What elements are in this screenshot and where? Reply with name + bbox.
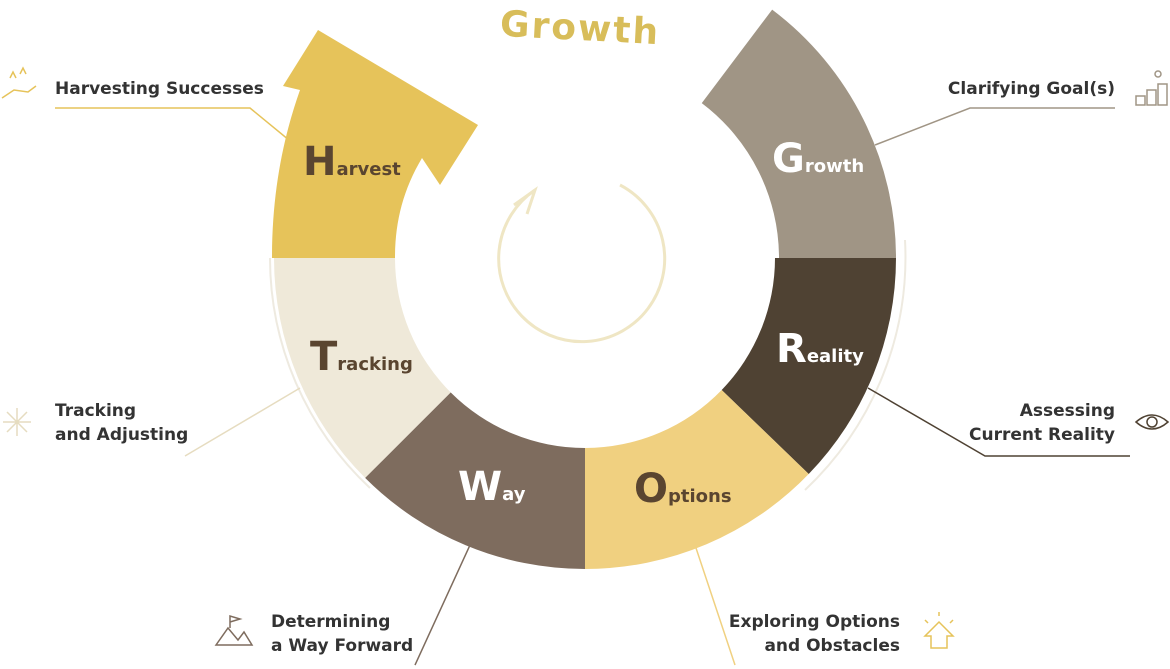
icon-eye <box>1134 414 1170 430</box>
icon-harvest <box>1 66 37 99</box>
segment-rest: ay <box>502 484 526 505</box>
segment-rest: racking <box>337 354 413 375</box>
center-arrow-head <box>513 186 538 215</box>
leader-line <box>867 387 1130 457</box>
segment-rest: ptions <box>668 486 732 507</box>
leader-line <box>694 544 736 666</box>
description: Harvesting Successes <box>55 79 264 99</box>
segment <box>585 389 809 569</box>
segment-letter: R <box>776 326 807 372</box>
description: a Way Forward <box>271 636 413 656</box>
segment-letter: T <box>310 334 338 380</box>
description: Clarifying Goal(s) <box>948 79 1115 99</box>
description: Current Reality <box>969 425 1115 445</box>
outline-arc <box>269 257 371 489</box>
description: Determining <box>271 612 390 632</box>
center-cycle-arrow <box>497 183 667 344</box>
icon-tracking <box>3 408 31 436</box>
segment-label: Options <box>634 466 732 512</box>
segment-label: Reality <box>776 326 864 372</box>
segment-letter: W <box>458 464 502 510</box>
segment <box>274 258 451 478</box>
leader-line <box>874 107 1115 146</box>
title: Growth <box>499 4 661 53</box>
icon-goal <box>1135 70 1168 106</box>
segment-letter: O <box>634 466 668 512</box>
description: Tracking <box>55 401 136 421</box>
icon-options <box>923 612 955 649</box>
outline-arc <box>804 239 907 491</box>
segment-rest: arvest <box>336 159 401 180</box>
segment-label: Growth <box>772 136 864 182</box>
harvest-arrow <box>272 30 478 258</box>
segment-letter: G <box>772 136 805 182</box>
description: and Obstacles <box>764 636 900 656</box>
leader-line <box>55 107 296 146</box>
segment-rest: eality <box>807 346 864 367</box>
segment-rest: rowth <box>805 156 864 177</box>
leader-line <box>184 387 301 457</box>
segment-label: Tracking <box>310 334 413 380</box>
description: Assessing <box>1020 401 1115 421</box>
segment-letter: H <box>303 139 336 185</box>
description: and Adjusting <box>55 425 188 445</box>
description: Exploring Options <box>729 612 900 632</box>
segment <box>701 9 896 258</box>
segment <box>721 258 896 475</box>
segment <box>365 392 585 569</box>
segment-label: Harvest <box>303 139 401 185</box>
leader-line <box>414 544 471 666</box>
segment-label: Way <box>458 464 526 510</box>
icon-way <box>214 614 254 646</box>
